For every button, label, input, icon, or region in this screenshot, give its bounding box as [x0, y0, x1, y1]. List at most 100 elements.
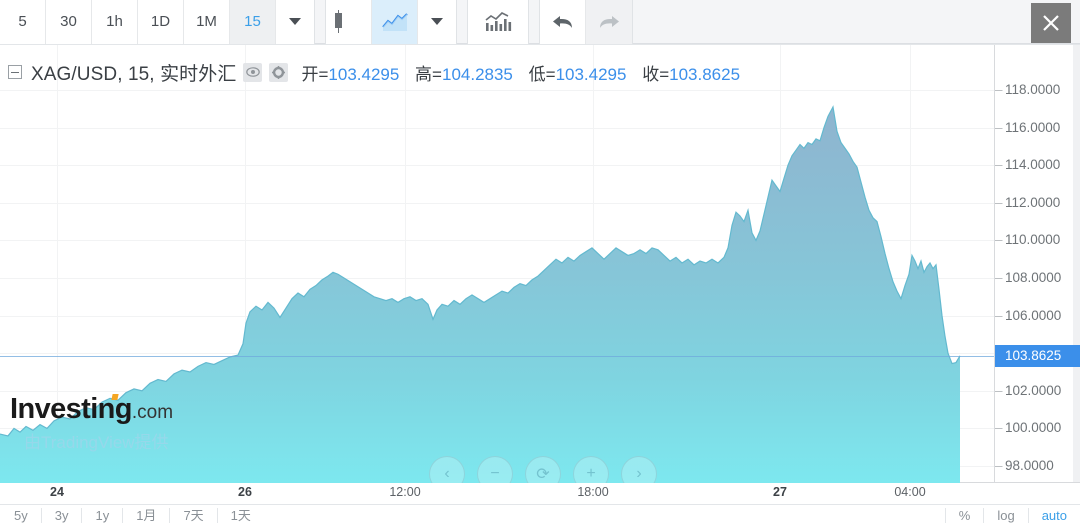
gridline-horizontal: [0, 90, 994, 91]
collapse-icon[interactable]: [8, 65, 22, 79]
price-tick-label: 106.0000: [1005, 307, 1062, 323]
ohlc-open-label: 开=: [301, 64, 329, 84]
price-tick-label: 102.0000: [1005, 382, 1062, 398]
price-tick: –118.0000: [995, 82, 1080, 98]
interval-label: 15: [244, 13, 261, 30]
redo-icon: [597, 12, 621, 32]
redo-button[interactable]: [586, 0, 632, 44]
indicators-button[interactable]: [468, 0, 528, 44]
ohlc-high-label: 高=: [415, 64, 442, 84]
percent-scale-button[interactable]: %: [944, 508, 984, 523]
gridline-horizontal: [0, 202, 994, 204]
ohlc-high-value: 104.2835: [441, 64, 513, 84]
reset-chart-button[interactable]: ⟳: [525, 456, 561, 483]
bottom-bar: 5y 3y 1y 1月 7天 1天 % log auto: [0, 504, 1080, 526]
chart-plot[interactable]: Investing .com 由TradingView提供 ‹ − ⟳ + ›: [0, 45, 995, 483]
price-tick-label: 116.0000: [1005, 119, 1061, 135]
scroll-left-button[interactable]: ‹: [429, 456, 465, 483]
price-tick-mark: –: [995, 232, 1003, 248]
zoom-out-button[interactable]: −: [477, 456, 513, 483]
ohlc-readout: 开= 103.4295 高=104.2835 低=103.4295 收=103.8…: [301, 60, 751, 85]
range-button-5y[interactable]: 5y: [0, 508, 42, 523]
ohlc-close: 收=103.8625: [642, 65, 740, 84]
chart-type-group: [325, 0, 457, 44]
ohlc-low-label: 低=: [528, 64, 556, 84]
range-button-3y[interactable]: 3y: [42, 508, 83, 523]
ohlc-low: 低=103.4295: [529, 65, 627, 84]
chart-type-line-button[interactable]: [372, 0, 418, 44]
logo-dot: [111, 394, 119, 400]
price-tick: –98.0000: [995, 458, 1080, 474]
gridline-horizontal: [0, 278, 994, 279]
interval-label: 30: [60, 13, 77, 30]
chart-toolbar: 5 30 1h 1D 1M 15: [0, 0, 1080, 44]
time-tick-label: 24: [50, 485, 64, 499]
interval-button-1m[interactable]: 1M: [184, 0, 230, 44]
time-axis[interactable]: 24 26 12:00 18:00 27 04:00: [0, 482, 1080, 504]
undo-icon: [551, 12, 575, 32]
current-price-badge: 103.8625: [995, 344, 1080, 367]
range-button-1month[interactable]: 1月: [123, 508, 171, 523]
watermark-subtitle: 由TradingView提供: [24, 433, 169, 452]
price-area-fill: [0, 106, 960, 483]
price-axis-scrollbar[interactable]: [1073, 45, 1080, 483]
price-tick: –114.0000: [995, 157, 1080, 173]
undo-button[interactable]: [540, 0, 586, 44]
interval-button-30[interactable]: 30: [46, 0, 92, 44]
indicators-group: [467, 0, 529, 44]
ohlc-low-value: 103.4295: [555, 64, 627, 84]
price-tick-mark: –: [995, 307, 1003, 323]
price-tick-label: 112.0000: [1005, 194, 1061, 210]
interval-button-15[interactable]: 15: [230, 0, 276, 44]
price-tick-mark: –: [995, 119, 1003, 135]
gear-icon[interactable]: [269, 62, 289, 82]
chart-type-dropdown-button[interactable]: [418, 0, 456, 44]
chart-type-candlestick-button[interactable]: [326, 0, 372, 44]
zoom-in-button[interactable]: +: [573, 456, 609, 483]
gridline-vertical: [245, 45, 246, 483]
ohlc-close-label: 收=: [642, 64, 670, 84]
watermark: Investing .com 由TradingView提供: [10, 393, 173, 453]
price-tick-mark: –: [995, 82, 1003, 97]
price-tick-label: 98.0000: [1005, 458, 1054, 473]
interval-group: 5 30 1h 1D 1M 15: [0, 0, 315, 44]
price-tick: –100.0000: [995, 420, 1080, 436]
time-tick-label: 18:00: [577, 485, 609, 499]
price-tick-mark: –: [995, 458, 1003, 473]
auto-scale-button[interactable]: auto: [1027, 508, 1080, 523]
interval-button-1d[interactable]: 1D: [138, 0, 184, 44]
interval-dropdown-button[interactable]: [276, 0, 314, 44]
price-tick-label: 110.0000: [1005, 232, 1061, 248]
price-tick: –102.0000: [995, 383, 1080, 399]
logo-suffix-text: .com: [131, 402, 174, 423]
price-tick: –112.0000: [995, 195, 1080, 211]
price-line-stroke: [0, 105, 961, 437]
scroll-right-button[interactable]: ›: [621, 456, 657, 483]
eye-icon[interactable]: [243, 62, 263, 82]
close-button[interactable]: [1031, 3, 1071, 43]
log-scale-button[interactable]: log: [983, 508, 1027, 523]
range-button-1y[interactable]: 1y: [82, 508, 124, 523]
history-group: [539, 0, 633, 44]
line-chart-icon: [381, 12, 408, 32]
time-tick-label: 12:00: [389, 485, 421, 499]
time-tick-label: 27: [773, 485, 787, 499]
price-tick-mark: –: [995, 157, 1003, 173]
price-tick-label: 114.0000: [1005, 157, 1061, 173]
gridline-horizontal: [0, 240, 994, 242]
range-button-7days[interactable]: 7天: [170, 508, 218, 523]
price-series: [0, 105, 961, 483]
chevron-down-icon: [289, 18, 301, 25]
time-tick-label: 04:00: [894, 485, 926, 499]
chevron-down-icon: [431, 18, 443, 25]
chart-legend: XAG/USD, 15, 实时外汇 开=103.4295: [8, 59, 751, 85]
price-tick-mark: –: [995, 382, 1003, 398]
gridline-horizontal: [0, 165, 994, 167]
price-tick-label: 108.0000: [1005, 270, 1062, 285]
interval-button-1h[interactable]: 1h: [92, 0, 138, 44]
range-button-1day[interactable]: 1天: [230, 508, 251, 523]
current-price-line: [0, 355, 994, 357]
interval-button-5[interactable]: 5: [0, 0, 46, 44]
interval-label: 1D: [150, 13, 171, 30]
price-axis[interactable]: –118.0000–116.0000–114.0000–112.0000–110…: [995, 45, 1080, 483]
